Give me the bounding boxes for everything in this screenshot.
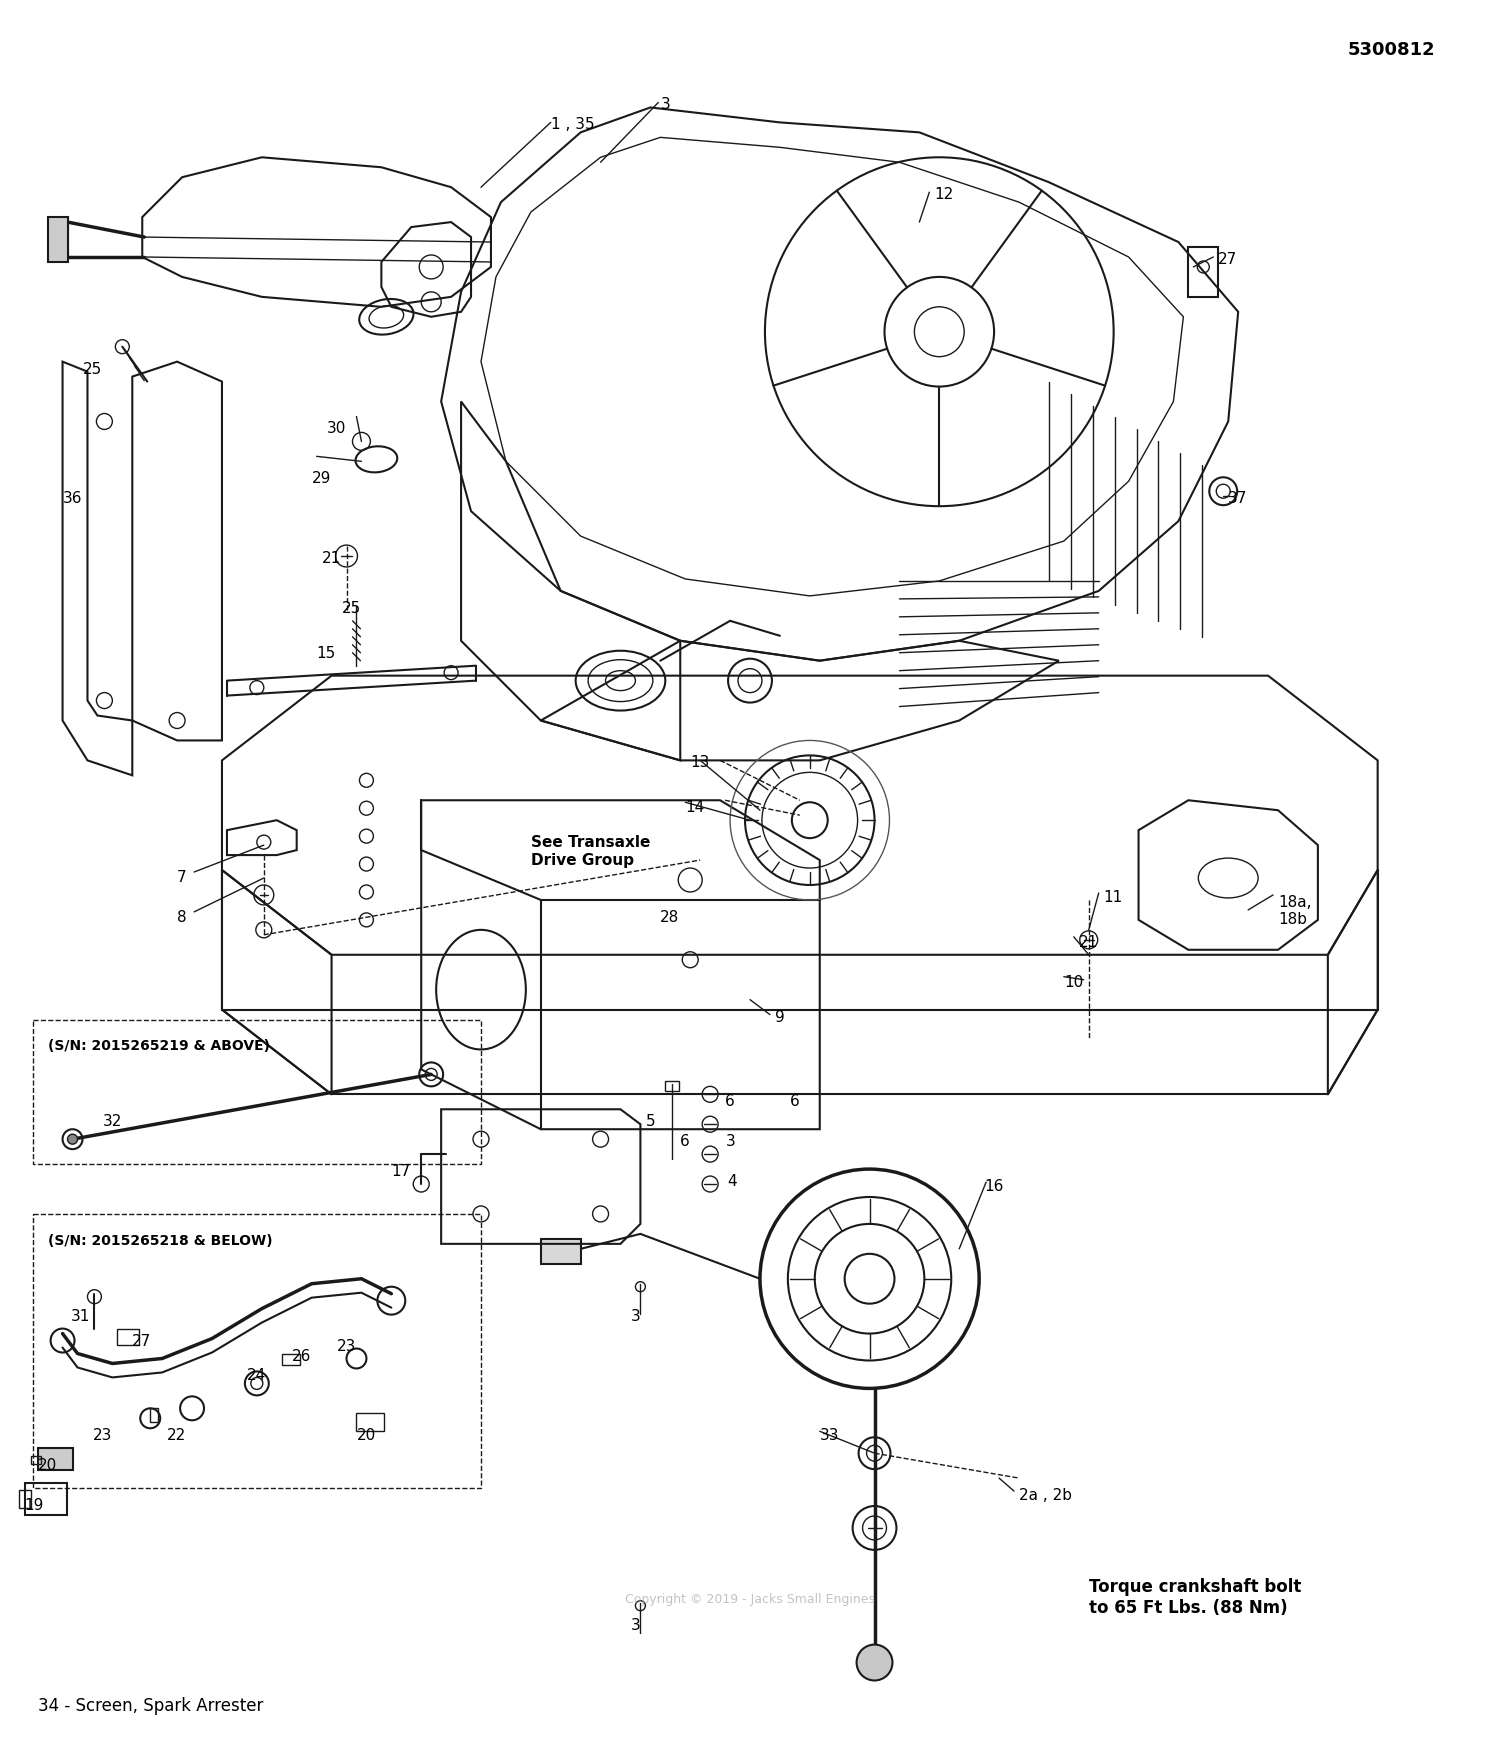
Text: 6: 6 <box>790 1094 800 1110</box>
Text: 3: 3 <box>630 1618 640 1633</box>
Bar <box>542 1239 580 1263</box>
Bar <box>33 1020 482 1165</box>
Polygon shape <box>48 217 68 263</box>
Text: 20: 20 <box>357 1429 375 1443</box>
Text: 10: 10 <box>1064 974 1083 990</box>
Text: 7: 7 <box>177 870 188 885</box>
Text: (S/N: 2015265219 & ABOVE): (S/N: 2015265219 & ABOVE) <box>48 1040 270 1054</box>
Text: 26: 26 <box>291 1348 310 1364</box>
Text: 24: 24 <box>248 1369 266 1383</box>
Text: 19: 19 <box>24 1498 44 1514</box>
Text: 28: 28 <box>660 909 680 925</box>
Bar <box>24 1484 66 1515</box>
Bar <box>30 1455 40 1464</box>
Text: 33: 33 <box>819 1429 839 1443</box>
Text: 32: 32 <box>102 1114 122 1129</box>
Text: 3: 3 <box>630 1309 640 1323</box>
Text: 25: 25 <box>342 601 362 617</box>
Bar <box>150 1408 158 1422</box>
Text: 36: 36 <box>63 492 82 506</box>
Text: Copyright © 2019 - Jacks Small Engines: Copyright © 2019 - Jacks Small Engines <box>626 1593 874 1605</box>
Bar <box>33 1214 482 1489</box>
Text: 11: 11 <box>1104 890 1124 906</box>
Text: Torque crankshaft bolt
to 65 Ft Lbs. (88 Nm): Torque crankshaft bolt to 65 Ft Lbs. (88… <box>1089 1577 1300 1616</box>
Text: 23: 23 <box>93 1429 112 1443</box>
Text: 27: 27 <box>1218 252 1237 268</box>
Text: 20: 20 <box>38 1459 57 1473</box>
Bar <box>1188 247 1218 296</box>
Text: 4: 4 <box>728 1173 736 1189</box>
Text: 2a , 2b: 2a , 2b <box>1019 1489 1072 1503</box>
Circle shape <box>68 1135 78 1144</box>
Text: 30: 30 <box>327 421 346 437</box>
Text: 21: 21 <box>321 552 340 566</box>
Bar <box>38 1448 72 1470</box>
Bar <box>117 1329 140 1344</box>
Text: (S/N: 2015265218 & BELOW): (S/N: 2015265218 & BELOW) <box>48 1233 272 1247</box>
Text: 12: 12 <box>934 187 954 203</box>
Text: 14: 14 <box>686 800 705 816</box>
Bar <box>282 1353 300 1366</box>
Text: 15: 15 <box>316 645 336 661</box>
Text: 34 - Screen, Spark Arrester: 34 - Screen, Spark Arrester <box>38 1697 262 1716</box>
Text: 9: 9 <box>776 1010 784 1024</box>
Circle shape <box>856 1644 892 1681</box>
Text: 1 , 35: 1 , 35 <box>550 118 594 132</box>
Text: 31: 31 <box>70 1309 90 1323</box>
Text: 21: 21 <box>1078 936 1098 950</box>
Text: 29: 29 <box>312 470 332 486</box>
Bar <box>18 1491 30 1508</box>
Bar <box>357 1413 384 1431</box>
Text: 17: 17 <box>392 1165 411 1179</box>
Text: 37: 37 <box>1228 492 1248 506</box>
Text: 5300812: 5300812 <box>1348 41 1436 58</box>
Text: 6: 6 <box>724 1094 735 1110</box>
Text: 27: 27 <box>132 1334 152 1348</box>
Text: 18a,
18b: 18a, 18b <box>1278 895 1311 927</box>
Text: 13: 13 <box>690 756 709 770</box>
Text: 6: 6 <box>681 1135 690 1149</box>
Text: 25: 25 <box>82 361 102 377</box>
Text: 8: 8 <box>177 909 188 925</box>
Text: 5: 5 <box>645 1114 656 1129</box>
Text: 22: 22 <box>166 1429 186 1443</box>
Text: 16: 16 <box>984 1179 1004 1195</box>
Text: 23: 23 <box>336 1339 356 1353</box>
Text: 3: 3 <box>726 1135 736 1149</box>
Bar <box>666 1082 680 1091</box>
Text: See Transaxle
Drive Group: See Transaxle Drive Group <box>531 835 650 867</box>
Text: 3: 3 <box>660 97 670 113</box>
